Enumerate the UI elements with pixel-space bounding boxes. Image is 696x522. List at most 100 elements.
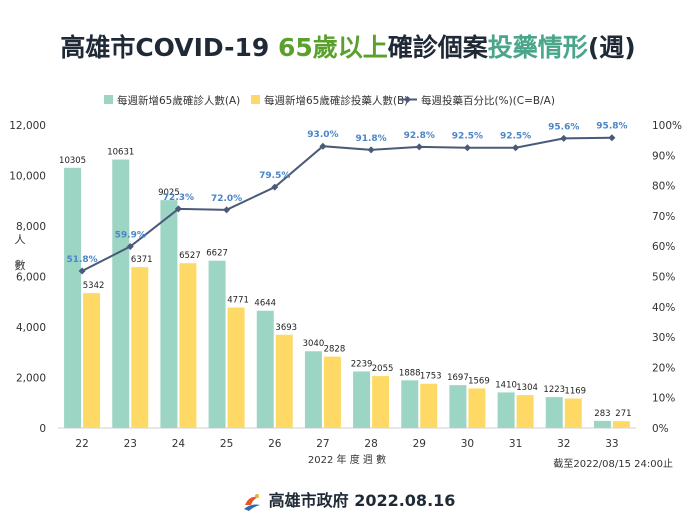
percent-point <box>126 243 134 251</box>
bar-b-value-label: 6371 <box>131 255 153 265</box>
legend-label-3: 每週投藥百分比(%)(C=B/A) <box>421 94 555 107</box>
y2-tick-label: 20% <box>652 362 675 374</box>
percent-label: 72.0% <box>211 194 242 204</box>
title-part-4: 投藥情形 <box>487 33 588 62</box>
bar-b <box>468 388 486 428</box>
y2-tick-label: 60% <box>652 241 675 253</box>
bar-a <box>497 392 515 428</box>
bar-a <box>304 351 322 428</box>
bar-a <box>353 371 371 428</box>
percent-point <box>463 144 471 152</box>
bar-b <box>516 395 534 428</box>
bar-a <box>401 380 419 428</box>
bar-a-value-label: 4644 <box>254 299 276 309</box>
y-tick-label: 2,000 <box>16 373 46 385</box>
bar-b <box>612 421 630 428</box>
bar-b <box>227 307 245 428</box>
percent-point <box>174 205 182 213</box>
bar-b <box>564 398 582 428</box>
percent-label: 92.5% <box>500 132 531 142</box>
percent-label: 93.0% <box>307 130 338 140</box>
footer-org: 高雄市政府 <box>268 491 349 510</box>
legend-label-2: 每週新增65歲確診投藥人數(B) <box>264 94 408 107</box>
bar-a <box>160 200 178 428</box>
x-tick-label: 27 <box>316 438 329 450</box>
bar-a <box>112 159 130 428</box>
y2-tick-label: 40% <box>652 302 675 314</box>
y-tick-label: 8,000 <box>16 221 46 233</box>
x-tick-label: 24 <box>172 438 186 450</box>
bar-a-value-label: 6627 <box>206 249 228 259</box>
bar-b <box>372 376 390 428</box>
bar-b-value-label: 3693 <box>275 323 297 333</box>
y2-tick-label: 80% <box>652 181 675 193</box>
chart-title: 高雄市COVID-19 65歲以上確診個案投藥情形(週) <box>0 28 696 64</box>
x-axis-label: 2022 年 度 週 數 <box>308 453 386 466</box>
bar-a <box>256 310 274 428</box>
bar-a-value-label: 9025 <box>158 188 180 198</box>
bar-a-value-label: 1888 <box>399 368 421 378</box>
bar-b-value-label: 1569 <box>468 376 490 386</box>
percent-point <box>608 134 616 142</box>
data-cutoff-note: 截至2022/08/15 24:00止 <box>553 457 673 470</box>
percent-point <box>512 144 520 152</box>
title-part-2: 65歲以上 <box>277 33 388 62</box>
kaohsiung-logo-icon <box>243 493 260 511</box>
percent-point <box>367 146 375 154</box>
bar-b-value-label: 1753 <box>420 372 442 382</box>
y-tick-label: 12,000 <box>9 120 46 132</box>
footer: 高雄市政府 2022.08.16 <box>0 487 696 513</box>
bar-b <box>275 334 293 428</box>
y2-tick-label: 90% <box>652 150 675 162</box>
bar-a-value-label: 1410 <box>495 380 517 390</box>
footer-date: 2022.08.16 <box>354 491 456 510</box>
percent-label: 79.5% <box>259 171 290 181</box>
percent-label: 92.5% <box>452 132 483 142</box>
title-part-5: (週) <box>587 33 636 62</box>
bar-a <box>64 167 82 428</box>
bar-a-value-label: 1223 <box>543 385 565 395</box>
bar-b-value-label: 5342 <box>83 281 105 291</box>
bar-a <box>545 397 563 428</box>
percent-point <box>78 267 86 275</box>
x-tick-label: 23 <box>124 438 137 450</box>
x-tick-label: 28 <box>364 438 377 450</box>
y2-tick-label: 30% <box>652 332 675 344</box>
percent-label: 91.8% <box>355 134 386 144</box>
percent-label: 95.6% <box>548 122 579 132</box>
y2-tick-label: 0% <box>652 423 669 435</box>
bar-b <box>83 293 101 428</box>
percent-point <box>560 134 568 142</box>
x-tick-label: 33 <box>605 438 618 450</box>
y-axis-label: 人 <box>15 233 26 246</box>
y-tick-label: 4,000 <box>16 322 46 334</box>
title-part-3: 確診個案 <box>387 33 488 62</box>
x-tick-label: 31 <box>509 438 522 450</box>
percent-point <box>223 206 231 214</box>
y2-tick-label: 50% <box>652 272 675 284</box>
legend-marker-3 <box>404 96 411 103</box>
bar-a-value-label: 2239 <box>351 359 373 369</box>
bar-b-value-label: 271 <box>615 409 631 419</box>
percent-label: 92.8% <box>404 131 435 141</box>
bar-b-value-label: 1169 <box>564 386 586 396</box>
bar-b <box>131 267 149 428</box>
y2-tick-label: 10% <box>652 393 675 405</box>
bar-b-value-label: 2055 <box>372 364 394 374</box>
y-tick-label: 0 <box>39 423 46 435</box>
x-tick-label: 29 <box>413 438 426 450</box>
x-tick-label: 30 <box>461 438 474 450</box>
x-tick-label: 25 <box>220 438 233 450</box>
bar-b-value-label: 6527 <box>179 251 201 261</box>
bar-a <box>449 385 467 428</box>
y2-tick-label: 100% <box>652 120 682 132</box>
percent-point <box>319 142 327 150</box>
bar-a <box>208 260 226 428</box>
bar-a-value-label: 1697 <box>447 373 469 383</box>
legend-swatch-1 <box>104 95 113 104</box>
bar-a-value-label: 283 <box>594 409 610 419</box>
y-tick-label: 6,000 <box>16 272 46 284</box>
title-part-1: 高雄市COVID-19 <box>60 33 278 62</box>
legend-label-1: 每週新增65歲確診人數(A) <box>117 94 240 107</box>
